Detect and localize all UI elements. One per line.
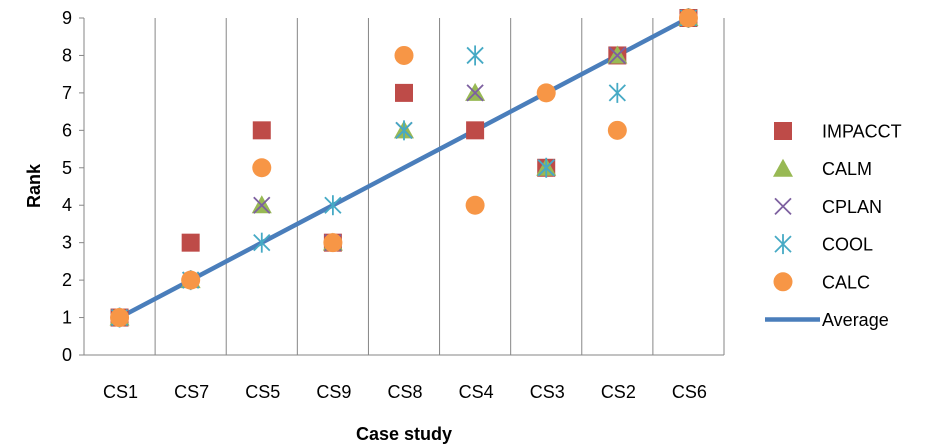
x-tick-label: CS5 xyxy=(245,382,280,402)
x-tick-label: CS2 xyxy=(601,382,636,402)
gridlines xyxy=(154,18,725,355)
y-tick-label: 5 xyxy=(62,158,72,178)
cplan-point xyxy=(253,196,271,214)
legend-label-cool: COOL xyxy=(822,235,873,255)
legend-marker-calm xyxy=(773,158,793,177)
y-tick-label: 8 xyxy=(62,45,72,65)
legend-item-calc: CALC xyxy=(773,272,870,292)
cool-point xyxy=(608,82,626,103)
x-tick-label: CS8 xyxy=(387,382,422,402)
x-tick-label: CS7 xyxy=(174,382,209,402)
legend-item-average: Average xyxy=(765,310,889,330)
cplan-point xyxy=(466,84,484,102)
impacct-point xyxy=(181,233,200,252)
x-tick-label: CS4 xyxy=(459,382,494,402)
legend-marker-impacct xyxy=(774,122,792,140)
cplan-point xyxy=(608,46,626,65)
calc-point xyxy=(181,270,201,290)
y-tick-label: 2 xyxy=(62,270,72,290)
x-stroke xyxy=(253,196,271,214)
x-tick-label: CS6 xyxy=(672,382,707,402)
impacct-point xyxy=(466,121,485,140)
cool-point xyxy=(324,195,342,216)
legend-marker-cplan xyxy=(774,197,792,216)
x-tick-label: CS1 xyxy=(103,382,138,402)
y-tick-label: 3 xyxy=(62,233,72,253)
markers-layer xyxy=(109,8,699,328)
calc-point xyxy=(465,195,485,215)
legend-marker-cool xyxy=(774,234,792,255)
calc-point xyxy=(252,158,272,178)
calc-point xyxy=(394,45,414,65)
cool-point xyxy=(395,120,413,141)
calc-point xyxy=(323,233,343,253)
x-stroke xyxy=(608,46,626,65)
cool-point xyxy=(466,45,484,66)
y-tick-label: 9 xyxy=(62,8,72,28)
y-tick-label: 4 xyxy=(62,195,72,215)
calc-point xyxy=(678,8,698,28)
average-line-layer xyxy=(118,16,690,320)
y-tick-label: 0 xyxy=(62,345,72,365)
legend-item-cplan: CPLAN xyxy=(774,197,882,217)
cool-point xyxy=(253,232,271,253)
legend-item-calm: CALM xyxy=(773,158,872,179)
x-axis-title: Case study xyxy=(356,424,452,444)
x-tick-label: CS3 xyxy=(530,382,565,402)
x-tick-labels: CS1 CS7 CS5 CS9 CS8 CS4 CS3 CS2 CS6 xyxy=(103,382,707,402)
legend-marker-calc xyxy=(773,272,793,292)
calc-point xyxy=(110,308,130,328)
cool-point xyxy=(537,157,555,178)
average-line xyxy=(118,16,690,320)
legend-item-impacct: IMPACCT xyxy=(774,122,902,142)
axes xyxy=(79,17,724,356)
calc-point xyxy=(607,120,627,140)
y-tick-label: 6 xyxy=(62,120,72,140)
calc-point xyxy=(536,83,556,103)
y-tick-labels: 0 1 2 3 4 5 6 7 8 9 xyxy=(62,8,72,365)
legend-label-calc: CALC xyxy=(822,272,870,292)
y-tick-label: 1 xyxy=(62,308,72,328)
impacct-point xyxy=(395,83,413,102)
legend-label-average: Average xyxy=(822,310,889,330)
legend-label-cplan: CPLAN xyxy=(822,197,882,217)
x-stroke xyxy=(774,197,792,216)
y-tick-label: 7 xyxy=(62,83,72,103)
legend-label-impacct: IMPACCT xyxy=(822,122,902,142)
impacct-point xyxy=(252,121,271,140)
legend-item-cool: COOL xyxy=(774,234,873,255)
legend-label-calm: CALM xyxy=(822,159,872,179)
x-stroke xyxy=(466,84,484,102)
y-axis-title: Rank xyxy=(24,163,44,208)
x-tick-label: CS9 xyxy=(316,382,351,402)
legend: IMPACCT CALM CPLAN COOL CALC Average xyxy=(765,122,902,330)
